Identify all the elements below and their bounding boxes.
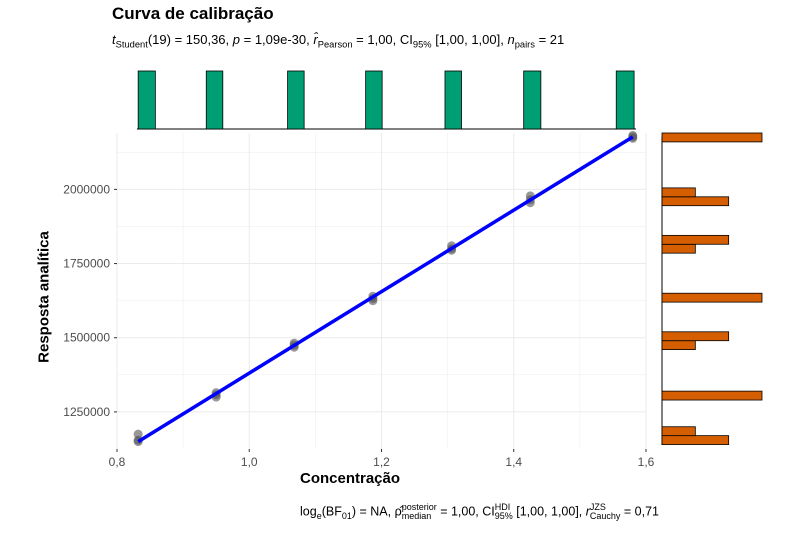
- y-tick-label: 1250000: [63, 405, 110, 419]
- top-histogram-bar: [205, 70, 224, 130]
- rho-symbol: ρ̂: [394, 504, 402, 519]
- x-tick-label: 0,8: [109, 455, 126, 469]
- right-histogram-bar: [661, 187, 696, 198]
- right-histogram-bar: [661, 435, 730, 445]
- data-point: [133, 429, 143, 439]
- top-histogram: [137, 70, 636, 130]
- r-cauchy-subscript: Cauchy: [589, 511, 621, 521]
- regression-line: [137, 135, 634, 444]
- top-histogram-bar: [365, 70, 383, 130]
- right-histogram-bar: [661, 196, 730, 207]
- x-tick-label: 1,6: [638, 455, 655, 469]
- top-histogram-bar: [523, 70, 542, 130]
- right-histogram: [661, 132, 763, 445]
- n-symbol: n: [507, 32, 515, 47]
- chart-subtitle: tStudent(19) = 150,36, p = 1,09e-30, r̂P…: [112, 32, 564, 50]
- rho-value: = 1,00, CI: [436, 504, 495, 519]
- p-symbol: p: [232, 32, 240, 47]
- right-histogram-bar: [661, 426, 696, 437]
- r-value: = 1,00, CI: [352, 32, 413, 47]
- bf-middle: (BF: [321, 504, 342, 519]
- rho-subscript: median: [401, 511, 432, 521]
- top-histogram-bar: [287, 70, 305, 130]
- ci-value-caption: [1,00, 1,00],: [512, 504, 586, 519]
- grid-lines: [116, 133, 647, 449]
- ci-superscript: HDI: [494, 502, 511, 512]
- bf-subscript: 01: [341, 510, 352, 521]
- ci-subscript-caption: 95%: [494, 511, 513, 521]
- fit-line: [137, 135, 634, 444]
- top-histogram-bar: [137, 70, 156, 130]
- right-histogram-bar: [661, 234, 730, 245]
- y-tick-label: 1500000: [63, 331, 110, 345]
- top-histogram-bar: [615, 70, 635, 130]
- n-value: = 21: [534, 32, 565, 47]
- r-symbol: r̂: [313, 32, 318, 47]
- t-symbol: t: [112, 32, 116, 47]
- x-tick-label: 1,2: [373, 455, 390, 469]
- y-tick-label: 2000000: [63, 182, 110, 196]
- chart-caption: loge(BF01) = NA, ρ̂ posterior median = 1,0…: [300, 503, 659, 521]
- p-value: = 1,09e-30,: [240, 32, 314, 47]
- r-cauchy-value: = 0,71: [620, 504, 659, 519]
- x-tick-label: 1,4: [505, 455, 522, 469]
- t-statistic: (19) = 150,36,: [147, 32, 233, 47]
- right-histogram-bar: [661, 132, 763, 143]
- right-histogram-bar: [661, 331, 730, 342]
- x-axis-ticks: 0,8 1,0 1,2 1,4 1,6: [109, 449, 655, 469]
- ci-value: [1,00, 1,00],: [431, 32, 508, 47]
- y-axis-label: Resposta analítica: [35, 231, 53, 363]
- t-subscript: Student: [115, 39, 148, 50]
- rho-scripts: posterior median: [402, 503, 437, 521]
- r-subscript: Pearson: [317, 39, 353, 50]
- bf-prefix: log: [300, 504, 317, 519]
- bf-value: ) = NA,: [351, 504, 395, 519]
- ci-subscript: 95%: [412, 39, 432, 50]
- x-axis-label: Concentração: [300, 470, 401, 487]
- n-subscript: pairs: [514, 39, 535, 50]
- chart-title: Curva de calibração: [112, 4, 274, 23]
- r-cauchy-scripts: JZS Cauchy: [590, 503, 621, 521]
- x-tick-label: 1,0: [241, 455, 258, 469]
- top-histogram-bar: [444, 70, 462, 130]
- ci-scripts: HDI 95%: [495, 503, 513, 521]
- y-axis-ticks: 1250000 1500000 1750000 2000000: [63, 182, 117, 419]
- r-cauchy-superscript: JZS: [589, 502, 606, 512]
- rho-superscript: posterior: [401, 502, 437, 512]
- y-tick-label: 1750000: [63, 257, 110, 271]
- right-histogram-bar: [661, 340, 696, 351]
- right-histogram-bar: [661, 243, 696, 254]
- r-cauchy-symbol: r: [585, 504, 590, 519]
- right-histogram-bar: [661, 292, 763, 303]
- right-histogram-bar: [661, 390, 763, 401]
- bf-log-base: e: [316, 510, 322, 521]
